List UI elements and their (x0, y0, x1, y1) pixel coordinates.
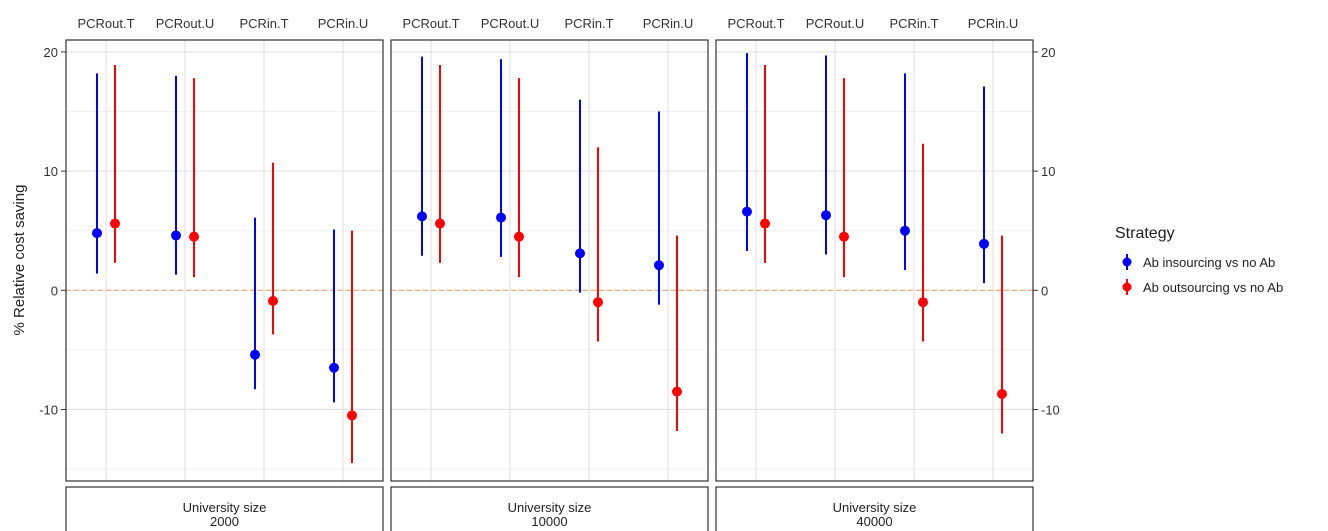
category-label: PCRin.U (968, 16, 1019, 31)
category-label: PCRout.T (727, 16, 784, 31)
legend-key-point (1122, 282, 1132, 292)
legend-items: Ab insourcing vs no Ab Ab outsourcing vs … (1122, 254, 1283, 295)
data-point (268, 296, 278, 307)
panel-border (390, 39, 709, 482)
data-point (514, 231, 524, 242)
data-point (110, 218, 120, 229)
y-tick-label: 10 (1041, 164, 1055, 179)
facet-strip (65, 486, 384, 531)
legend-label: Ab outsourcing vs no Ab (1143, 280, 1283, 295)
legend-item: Ab outsourcing vs no Ab (1122, 279, 1283, 295)
panel-border (715, 39, 1034, 482)
data-point (417, 211, 427, 222)
category-label: PCRout.U (806, 16, 865, 31)
data-point (979, 238, 989, 249)
category-label: PCRout.T (77, 16, 134, 31)
facet-strip (390, 486, 709, 531)
panels-layer: PCRout.T PCRout.U PCRin.T PCRin.U University… (65, 16, 1034, 531)
data-point (347, 410, 357, 421)
facet-strip-value: 2000 (210, 514, 239, 529)
legend-item: Ab insourcing vs no Ab (1122, 254, 1275, 270)
category-label: PCRin.U (318, 16, 369, 31)
left-y-axis: -10 0 10 20 (39, 45, 66, 417)
facet-strip-value: 40000 (856, 514, 892, 529)
category-label: PCRin.U (643, 16, 694, 31)
data-point (189, 231, 199, 242)
data-point (918, 297, 928, 308)
legend-title: Strategy (1115, 225, 1175, 242)
data-point (672, 386, 682, 397)
y-tick-label: 10 (44, 164, 58, 179)
data-point (575, 248, 585, 259)
data-point (171, 230, 181, 241)
data-point (900, 225, 910, 236)
y-tick-label: -10 (39, 402, 58, 417)
y-tick-label: 20 (1041, 45, 1055, 60)
data-point (329, 362, 339, 373)
data-point (821, 210, 831, 221)
data-point (92, 228, 102, 239)
category-label: PCRout.U (481, 16, 540, 31)
category-label: PCRout.U (156, 16, 215, 31)
data-point (839, 231, 849, 242)
legend: Strategy Ab insourcing vs no Ab Ab outsou… (1115, 225, 1283, 295)
y-tick-label: -10 (1041, 402, 1060, 417)
legend-label: Ab insourcing vs no Ab (1143, 255, 1275, 270)
right-y-axis: -10 0 10 20 (1033, 45, 1060, 417)
y-tick-label: 0 (1041, 283, 1048, 298)
data-point (654, 260, 664, 271)
data-point (435, 218, 445, 229)
facet-strip-label: University size (183, 500, 267, 515)
category-label: PCRin.T (564, 16, 613, 31)
facet-strip-label: University size (833, 500, 917, 515)
category-label: PCRout.T (402, 16, 459, 31)
data-point (742, 206, 752, 217)
panel-border (65, 39, 384, 482)
facet-panel-10000: PCRout.T PCRout.U PCRin.T PCRin.U University… (390, 16, 709, 531)
legend-key-point (1122, 257, 1132, 267)
category-label: PCRin.T (889, 16, 938, 31)
y-axis-title: % Relative cost saving (11, 185, 28, 336)
category-label: PCRin.T (239, 16, 288, 31)
y-tick-label: 20 (44, 45, 58, 60)
data-point (760, 218, 770, 229)
facet-strip (715, 486, 1034, 531)
data-point (593, 297, 603, 308)
data-point (997, 388, 1007, 399)
data-point (496, 212, 506, 223)
y-tick-label: 0 (51, 283, 58, 298)
data-point (250, 349, 260, 360)
facet-strip-value: 10000 (531, 514, 567, 529)
facet-panel-2000: PCRout.T PCRout.U PCRin.T PCRin.U University… (65, 16, 384, 531)
facet-panel-40000: PCRout.T PCRout.U PCRin.T PCRin.U University… (715, 16, 1034, 531)
facet-strip-label: University size (508, 500, 592, 515)
